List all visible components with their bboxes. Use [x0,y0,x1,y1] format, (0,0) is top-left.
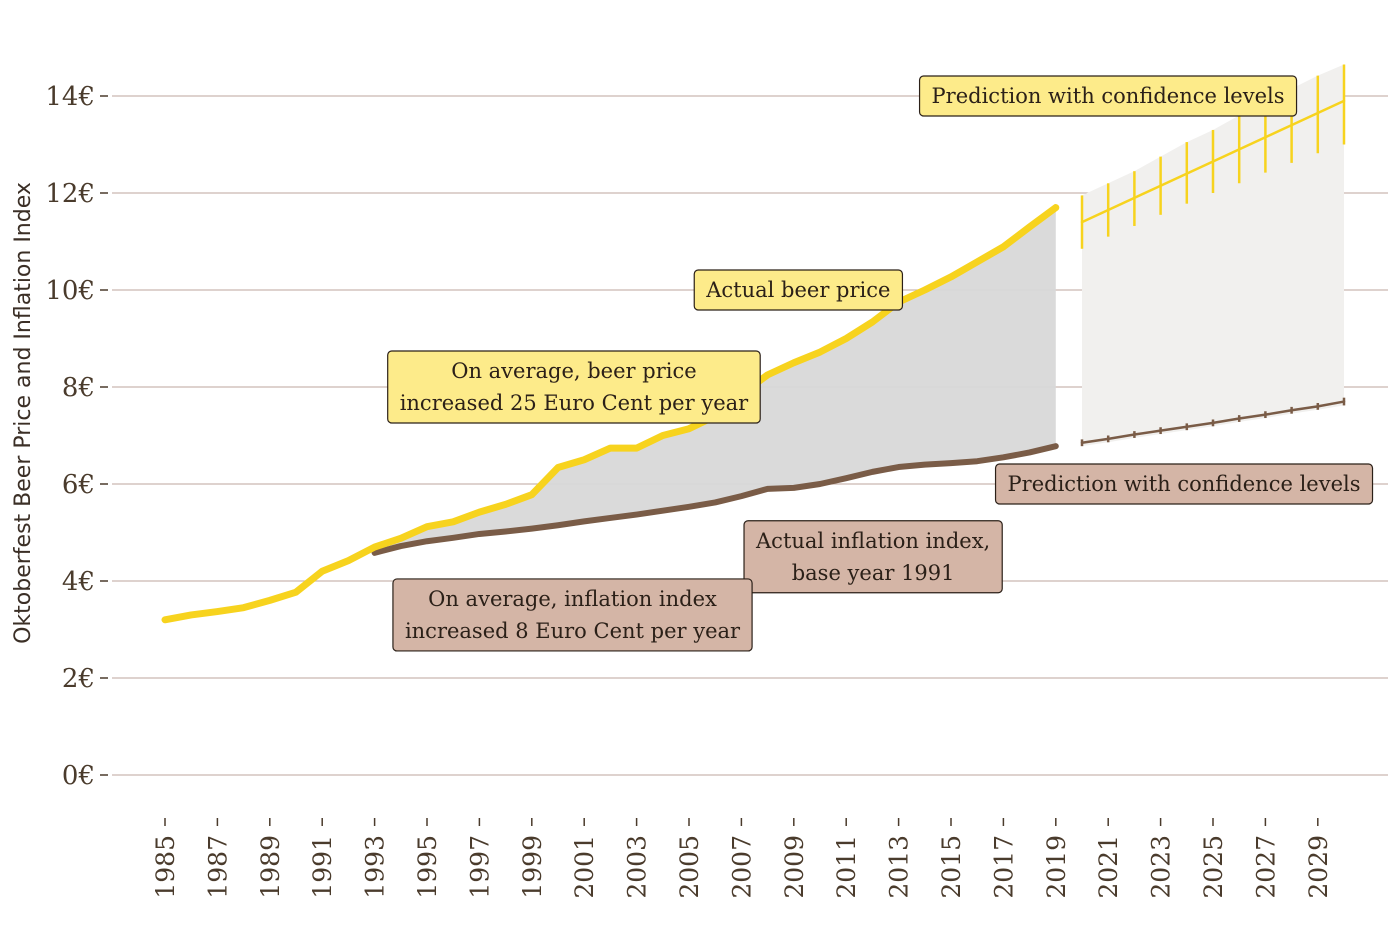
y-tick-label: 2€ [62,664,95,694]
x-tick-label: 1995 [413,835,442,899]
annotation-text: On average, beer price [451,359,696,383]
annotation-box-bg [994,463,1374,505]
annotation-box: Prediction with confidence levels [994,463,1374,505]
annotation-text: increased 25 Euro Cent per year [400,391,749,415]
x-tick-label: 2023 [1147,835,1176,899]
x-tick-label: 2021 [1094,835,1123,899]
x-tick-label: 2009 [780,835,809,899]
annotation-box-bg [392,578,753,652]
x-tick-label: 2025 [1199,835,1228,899]
x-tick-label: 1997 [465,835,494,899]
x-tick-label: 1987 [203,835,232,899]
annotation-box: Actual beer price [693,269,904,311]
annotation-text: On average, inflation index [428,587,717,611]
x-tick-label: 2015 [937,835,966,899]
annotation-text: base year 1991 [792,561,955,585]
inflation-line [371,443,1059,556]
x-tick-label: 2005 [675,835,704,899]
annotation-text: Actual beer price [705,278,890,302]
annotation-box: Prediction with confidence levels [918,75,1298,117]
y-tick-label: 10€ [45,276,95,306]
x-tick-label: 1989 [256,835,285,899]
y-tick-label: 12€ [45,179,95,209]
x-tick-label: 2029 [1304,835,1333,899]
annotation-box-bg [693,269,904,311]
x-tick-label: 1993 [361,835,390,899]
x-tick-label: 1985 [151,835,180,899]
x-tick-label: 2003 [623,835,652,899]
annotation-box-bg [387,350,761,424]
y-tick-label: 14€ [45,82,95,112]
gap-area-prediction [1082,64,1344,447]
x-tick-label: 2011 [832,835,861,899]
annotation-box: Actual inflation index, base year 1991 [743,520,1003,594]
annotation-text: Actual inflation index, [755,529,990,553]
y-tick-label: 6€ [62,470,95,500]
line-layer [161,64,1346,624]
y-tick-label: 0€ [62,761,95,791]
x-tick-label: 2027 [1251,835,1280,899]
annotation-layer: Prediction with confidence levelsActual … [387,75,1374,652]
x-tick-label: 2019 [1042,835,1071,899]
x-tick-label: 2007 [727,835,756,899]
annotation-box-bg [918,75,1298,117]
tick-layer: 0€ 2€ 4€ 6€ 8€ 10€ 12€ 14€ 1985 1987 1989 1991 1993 1… [45,82,1332,899]
annotation-text: increased 8 Euro Cent per year [405,619,741,643]
annotation-box: On average, inflation index increased 8 E… [392,578,753,652]
x-tick-label: 2001 [570,835,599,899]
y-tick-label: 4€ [62,567,95,597]
x-tick-label: 2017 [989,835,1018,899]
annotation-text: Prediction with confidence levels [932,84,1285,108]
annotation-box: On average, beer price increased 25 Euro … [387,350,761,424]
y-tick-label: 8€ [62,373,95,403]
x-tick-label: 1991 [308,835,337,899]
x-tick-label: 1999 [518,835,547,899]
x-tick-label: 2013 [885,835,914,899]
annotation-text: Prediction with confidence levels [1008,472,1361,496]
y-axis-label: Oktoberfest Beer Price and Inflation Ind… [11,182,36,644]
beer-price-line [161,204,1060,624]
annotation-box-bg [743,520,1003,594]
